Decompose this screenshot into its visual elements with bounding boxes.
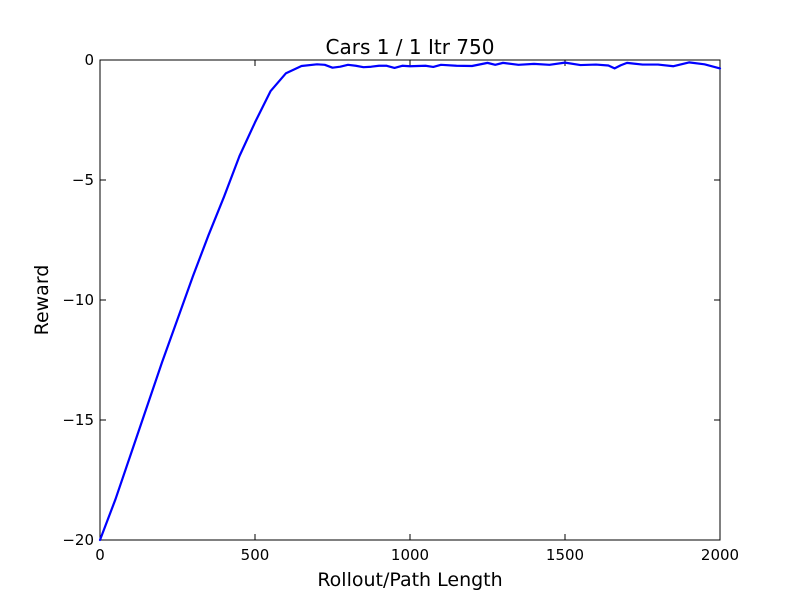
plot-area-frame (99, 59, 721, 541)
x-tick-label: 1000 (391, 546, 429, 564)
series-line (98, 61, 722, 542)
y-tick-label: −15 (62, 411, 94, 429)
y-tick-label: −10 (62, 291, 94, 309)
x-tick-label: 2000 (701, 546, 739, 564)
axis-ticks (99, 59, 721, 541)
y-tick-label: −20 (62, 531, 94, 549)
y-tick-label: −5 (72, 171, 94, 189)
chart-title: Cars 1 / 1 Itr 750 (326, 35, 495, 59)
axis-tick-labels: 0 500 1000 1500 2000 −20 −15 −10 −5 0 (62, 51, 739, 564)
y-axis-label: Reward (31, 265, 53, 336)
x-tick-label: 500 (241, 546, 270, 564)
x-tick-label: 1500 (546, 546, 584, 564)
x-tick-label: 0 (95, 546, 105, 564)
y-tick-label: 0 (84, 51, 94, 69)
x-axis-label: Rollout/Path Length (317, 569, 502, 591)
